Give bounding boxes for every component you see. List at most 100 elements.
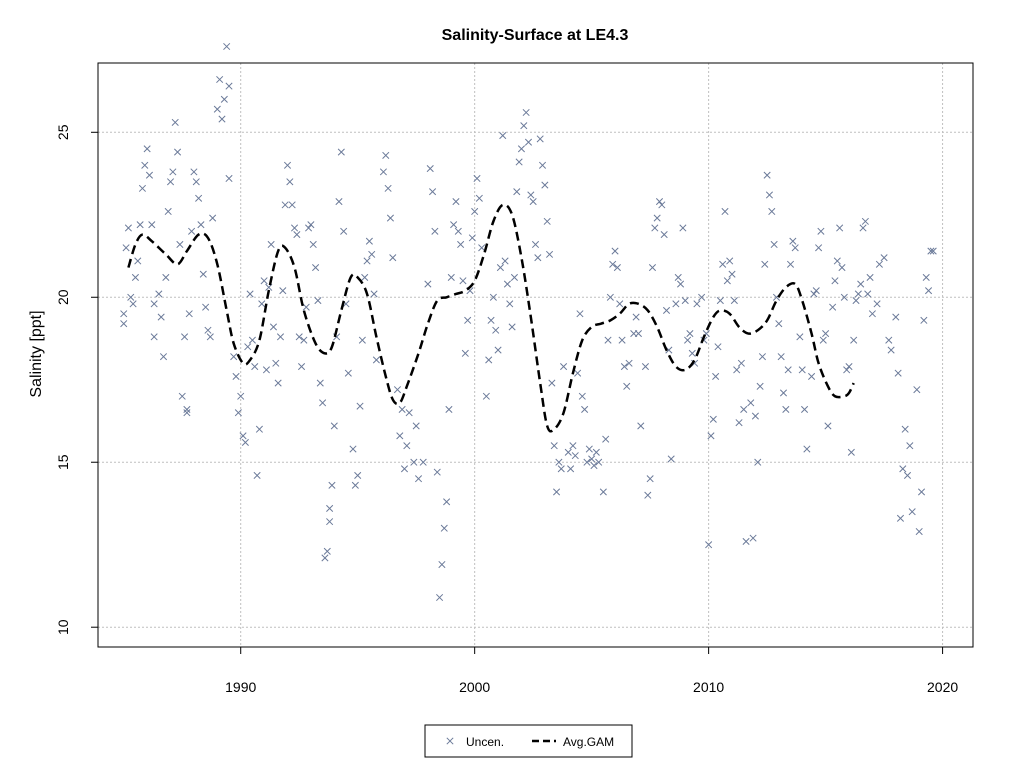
data-point-47 [225, 174, 233, 183]
data-point-254 [742, 537, 750, 545]
data-point-44 [220, 95, 228, 103]
data-point-227 [676, 280, 685, 288]
data-point-126 [426, 165, 434, 173]
data-point-52 [239, 432, 247, 440]
data-point-46 [225, 82, 233, 90]
data-point-160 [508, 323, 516, 331]
data-point-267 [775, 320, 783, 328]
data-point-113 [386, 214, 395, 222]
data-point-192 [585, 445, 593, 453]
data-point-186 [571, 452, 579, 460]
data-point-314 [901, 425, 909, 433]
data-point-188 [576, 310, 584, 318]
data-point-287 [829, 303, 837, 311]
data-point-174 [541, 181, 549, 189]
data-point-268 [777, 353, 785, 361]
data-point-85 [316, 379, 324, 387]
data-point-95 [337, 148, 345, 156]
data-point-40 [209, 214, 217, 222]
data-point-242 [714, 343, 722, 351]
data-point-39 [206, 333, 214, 341]
data-point-198 [602, 435, 610, 443]
data-point-300 [859, 224, 867, 232]
data-point-106 [365, 237, 373, 245]
data-point-32 [190, 168, 198, 176]
data-point-22 [169, 168, 177, 176]
data-point-315 [903, 471, 912, 479]
data-point-81 [307, 221, 315, 229]
data-point-262 [763, 171, 771, 179]
data-point-111 [382, 151, 390, 159]
data-point-80 [305, 224, 313, 232]
data-point-119 [403, 442, 411, 450]
data-point-6 [131, 273, 139, 282]
data-point-149 [482, 392, 490, 400]
data-point-181 [557, 465, 565, 473]
data-point-148 [478, 244, 486, 252]
data-point-150 [485, 356, 493, 364]
data-point-251 [735, 419, 743, 427]
data-point-246 [723, 277, 731, 285]
data-point-173 [538, 161, 547, 169]
data-point-127 [429, 188, 437, 196]
data-point-25 [176, 240, 184, 249]
data-point-92 [330, 422, 338, 430]
data-point-296 [850, 336, 858, 344]
data-point-197 [599, 488, 607, 496]
data-point-289 [833, 257, 841, 265]
data-point-212 [637, 422, 645, 430]
data-point-224 [667, 455, 675, 463]
data-point-319 [915, 527, 923, 536]
data-point-152 [489, 293, 497, 301]
data-point-72 [286, 178, 294, 186]
data-point-221 [660, 231, 668, 239]
data-point-77 [297, 362, 306, 371]
data-point-117 [398, 405, 406, 413]
data-point-279 [808, 372, 816, 380]
data-point-2 [122, 244, 130, 252]
data-point-145 [471, 207, 479, 216]
data-point-220 [658, 201, 666, 209]
data-point-0 [120, 320, 128, 328]
data-point-256 [749, 534, 757, 542]
data-point-62 [262, 366, 271, 374]
data-point-103 [358, 336, 366, 344]
data-point-236 [700, 336, 708, 344]
data-point-130 [436, 593, 444, 602]
data-point-217 [651, 224, 659, 232]
data-point-200 [606, 293, 614, 301]
data-point-108 [370, 290, 378, 298]
data-point-11 [143, 145, 151, 153]
data-point-88 [323, 547, 331, 555]
data-point-65 [269, 323, 278, 331]
data-point-136 [450, 221, 458, 229]
data-point-45 [223, 42, 231, 51]
data-point-35 [197, 221, 205, 229]
data-point-226 [674, 273, 682, 282]
data-point-137 [452, 198, 460, 206]
data-point-50 [234, 409, 242, 417]
data-point-121 [410, 458, 418, 466]
data-point-255 [747, 399, 755, 407]
data-point-116 [396, 432, 404, 440]
data-point-187 [574, 369, 582, 377]
data-point-320 [917, 488, 926, 496]
data-point-43 [218, 115, 226, 123]
data-point-215 [646, 475, 654, 483]
data-point-109 [372, 356, 380, 364]
data-point-219 [655, 198, 664, 206]
data-point-259 [756, 382, 764, 390]
data-point-54 [244, 343, 252, 351]
data-point-243 [716, 297, 724, 305]
data-point-229 [681, 297, 689, 305]
data-point-75 [293, 231, 301, 239]
data-point-191 [583, 458, 591, 466]
data-point-120 [405, 409, 413, 417]
data-point-247 [726, 257, 734, 265]
data-point-94 [335, 198, 343, 206]
data-point-316 [906, 442, 914, 450]
data-point-158 [503, 280, 511, 288]
data-point-66 [272, 359, 280, 367]
data-point-142 [464, 316, 472, 324]
